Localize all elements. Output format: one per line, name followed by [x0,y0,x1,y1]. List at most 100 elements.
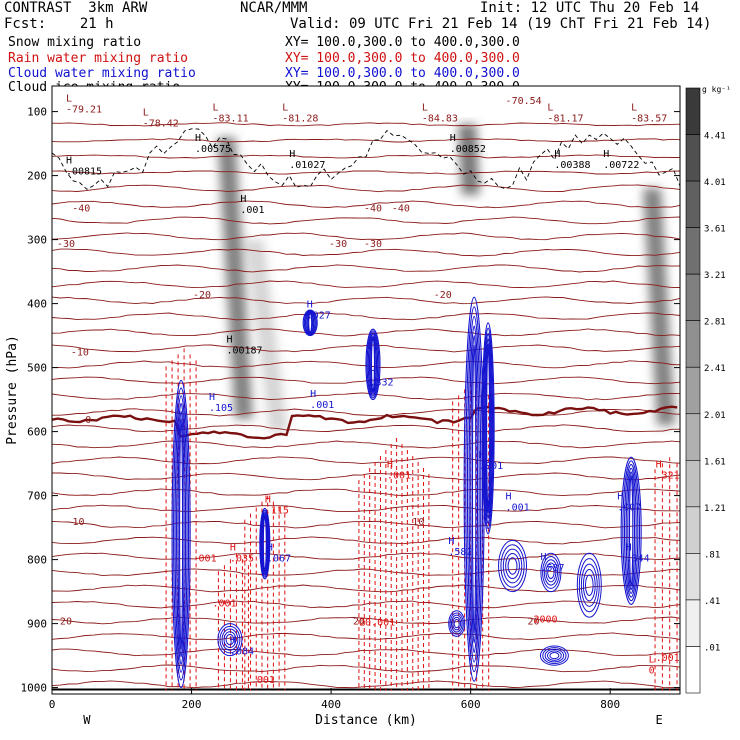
cloud-water-contour [542,647,567,665]
isotherm-line [52,472,680,481]
isotherm-line [52,122,680,127]
isotherm-line [52,616,680,625]
x-tick-label: 0 [49,698,56,711]
rain-maximum-value: .001 [387,470,411,481]
snow-plume [217,137,253,419]
cloud-water-contour [304,310,316,335]
cloud-water-contour [370,335,376,394]
snow-maximum-value: .00722 [603,160,639,171]
colorbar-swatch [685,366,701,415]
cloud-water-contour [507,557,518,575]
cloud-water-maximum-value: .007 [617,502,641,513]
isotherm-line [52,264,680,273]
cloud-water-contour [453,619,460,629]
temperature-extremum-value: -84.83 [422,113,458,124]
snow-maximum-marker: H [195,133,201,144]
cloud-water-contour [578,558,600,613]
cloud-water-maximum-marker: H [617,491,623,502]
cloud-water-contour [368,333,378,395]
cloud-water-maximum-value: .582 [448,547,472,558]
init-time: Init: 12 UTC Thu 20 Feb 14 [480,0,700,16]
cloud-water-contour [177,410,185,658]
cloud-water-contour [221,628,239,651]
cloud-water-maximum-value: .001 [479,461,503,472]
isotherm-line [52,344,680,353]
temperature-extremum-marker: L [66,93,72,104]
cloud-water-maximum-marker: H [209,392,215,403]
cloud-water-maximum-marker: H [448,536,454,547]
snow-maximum-marker: H [450,133,456,144]
y-tick-label: 100 [27,106,47,119]
colorbar-swatch [685,413,701,461]
colorbar-level-label: 1.21 [704,504,726,514]
temperature-extremum-value: -81.28 [282,113,318,124]
isotherm-line [52,520,680,529]
cloud-water-contour [452,616,462,631]
temperature-extremum-value: -70.54 [506,96,542,107]
cloud-water-contour [173,387,190,681]
cloud-water-contour [481,322,495,535]
cloud-water-maximum-marker: H [626,543,632,554]
cloud-water-contour [174,395,188,673]
snow-shading [217,124,676,432]
y-tick-label: 800 [27,554,47,567]
colorbar-swatch [685,320,701,368]
cloud-ice-contours [52,128,680,190]
cloud-water-contour [261,513,268,575]
cloud-water-contour [502,548,523,584]
cloud-water-contour [260,511,269,576]
cloud-water-maximum-marker: H [310,389,316,400]
isotherm-label: 10 [412,517,424,528]
colorbar-level-label: 2.01 [704,411,726,421]
colorbar-swatch [685,646,701,694]
cloud-water-maximum-marker: H [479,450,485,461]
rain-maximum-marker: H [387,459,393,470]
valid-time: Valid: 09 UTC Fri 21 Feb 14 (19 ChT Fri … [290,16,712,32]
isotherm-line [52,536,680,545]
temperature-extremum-marker: L [547,102,553,113]
isotherm-label: 0 [85,415,91,426]
cloud-water-contour [302,309,318,337]
snow-maximum-value: .01027 [289,160,325,171]
cloud-water-contour [171,379,191,689]
temperature-extremum-marker: L [282,102,288,113]
cloud-water-maximum-value: .344 [626,554,650,565]
legend-rain-xy: XY= 100.0,300.0 to 400.0,300.0 [285,51,520,66]
cloud-water-contour [307,312,314,334]
forecast-hour: Fcst: 21 h [4,16,114,32]
snow-maximum-value: .00575 [195,144,231,155]
isotherm-line [52,296,680,305]
snow-plume [245,239,288,432]
cloud-water-contour [365,328,381,401]
cloud-water-contour [450,614,463,633]
colorbar-swatch [685,227,701,275]
x-tick-label: 600 [461,698,481,711]
isotherm-line [52,232,680,241]
y-tick-label: 300 [27,234,47,247]
temperature-extremum-value: -78.42 [143,118,179,129]
cloud-water-contour [505,552,520,580]
cloud-water-contour [367,332,379,397]
cloud-water-contour [584,574,594,596]
snow-maximum-marker: H [66,155,72,166]
colorbar-level-label: 2.41 [704,364,726,374]
rain-maximum-value: 0 [649,666,655,677]
rain-maximum-value: .001 [251,675,275,686]
cloud-water-contour [370,337,376,392]
isotherm-line [52,170,680,175]
cloud-water-contour [547,650,562,661]
cloud-water-contour [544,648,565,663]
cloud-water-contour [308,312,313,333]
isotherm-line [52,600,680,609]
x-end-label-east: E [655,713,662,727]
snow-maximum-value: .00388 [554,160,590,171]
colorbar-swatch [685,134,701,182]
org-label: NCAR/MMM [240,0,308,16]
cloud-water-maximum-marker: H [230,635,236,646]
cloud-water-contour [484,338,492,519]
isotherm-label: -30 [364,239,382,250]
y-tick-label: 500 [27,362,47,375]
cloud-water-contour [468,325,480,653]
cloud-water-contour [465,306,484,673]
